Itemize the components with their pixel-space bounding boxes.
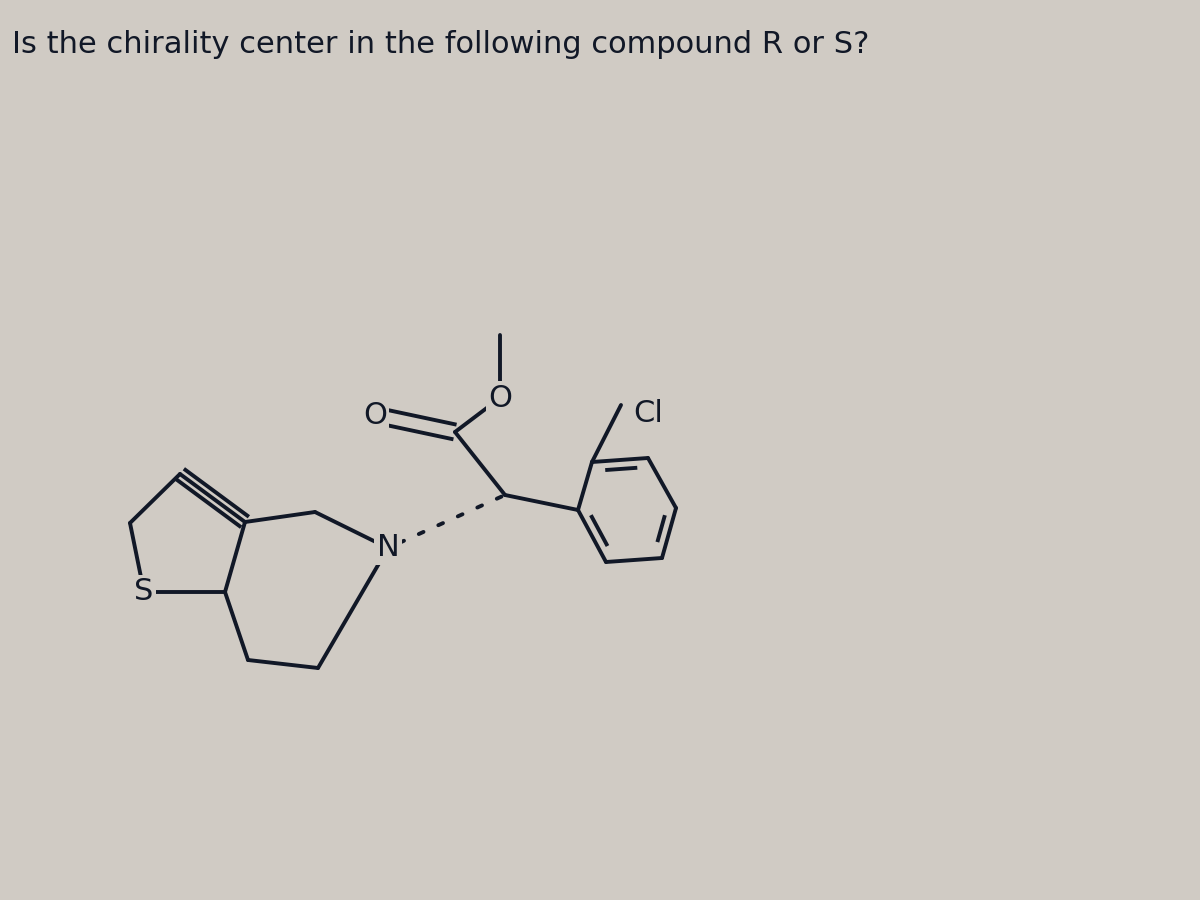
Text: N: N bbox=[377, 534, 400, 562]
Text: O: O bbox=[488, 383, 512, 412]
Text: O: O bbox=[364, 400, 386, 429]
Text: Cl: Cl bbox=[634, 399, 662, 427]
Text: S: S bbox=[134, 578, 154, 607]
Text: Is the chirality center in the following compound R or S?: Is the chirality center in the following… bbox=[12, 30, 869, 59]
